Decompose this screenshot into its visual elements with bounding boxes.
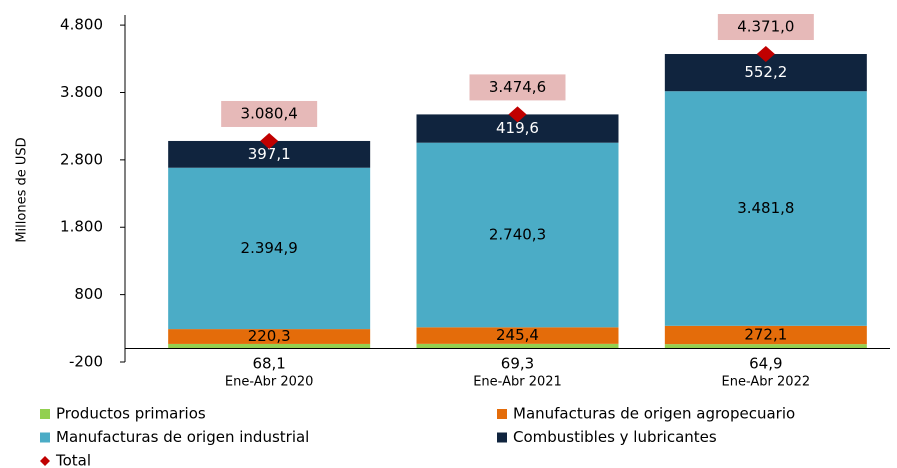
bar-segment <box>416 343 619 349</box>
value-label: 397,1 <box>248 145 291 163</box>
legend-swatch <box>40 432 50 443</box>
legend-label: Total <box>55 452 91 468</box>
total-marker <box>756 46 775 63</box>
y-tick-label: 2.800 <box>60 150 103 168</box>
total-label: 3.474,6 <box>489 78 546 96</box>
legend-label: Combustibles y lubricantes <box>513 428 717 446</box>
value-label: 2.740,3 <box>489 226 546 244</box>
legend-swatch <box>40 409 50 419</box>
bar-segment <box>168 329 371 344</box>
value-label: 3.481,8 <box>737 199 794 217</box>
bar-segment <box>168 167 371 330</box>
value-label: 552,2 <box>744 63 787 81</box>
legend-swatch <box>497 432 507 443</box>
value-label: 419,6 <box>496 119 539 137</box>
y-tick-label: 3.800 <box>60 83 103 101</box>
x-tick-label: Ene-Abr 2020 <box>225 375 314 390</box>
value-label: 245,4 <box>496 326 539 344</box>
legend-label: Manufacturas de origen industrial <box>56 428 309 446</box>
y-tick-label: 4.800 <box>60 16 103 34</box>
x-tick-label: Ene-Abr 2022 <box>722 375 811 390</box>
legend-label: Productos primarios <box>56 405 206 423</box>
y-tick-label: 1.800 <box>60 218 103 236</box>
total-label-box <box>469 74 566 101</box>
value-label: 272,1 <box>744 325 787 343</box>
legend-marker <box>40 456 50 466</box>
total-marker <box>260 132 279 149</box>
x-tick-label: Ene-Abr 2021 <box>473 375 562 390</box>
value-label: 68,1 <box>252 355 285 373</box>
value-label: 220,3 <box>248 327 291 345</box>
value-label: 2.394,9 <box>241 239 298 257</box>
total-marker <box>508 106 527 123</box>
bar-segment <box>664 325 867 345</box>
value-label: 69,3 <box>501 355 534 373</box>
total-label-box <box>221 100 318 127</box>
value-label: 64,9 <box>749 355 782 373</box>
bar-segment <box>664 344 867 349</box>
y-tick-label: -200 <box>69 353 103 371</box>
bar-segment <box>416 327 619 344</box>
legend-label: Manufacturas de origen agropecuario <box>513 405 795 423</box>
y-tick-label: 800 <box>74 285 103 303</box>
bar-segment <box>664 91 867 326</box>
legend-swatch <box>497 409 507 419</box>
total-label: 4.371,0 <box>737 18 794 36</box>
total-label-box <box>717 14 814 41</box>
y-axis-title: Millones de USD <box>15 137 30 242</box>
total-label: 3.080,4 <box>241 104 298 122</box>
bar-segment <box>168 343 371 349</box>
bar-segment <box>416 142 619 328</box>
